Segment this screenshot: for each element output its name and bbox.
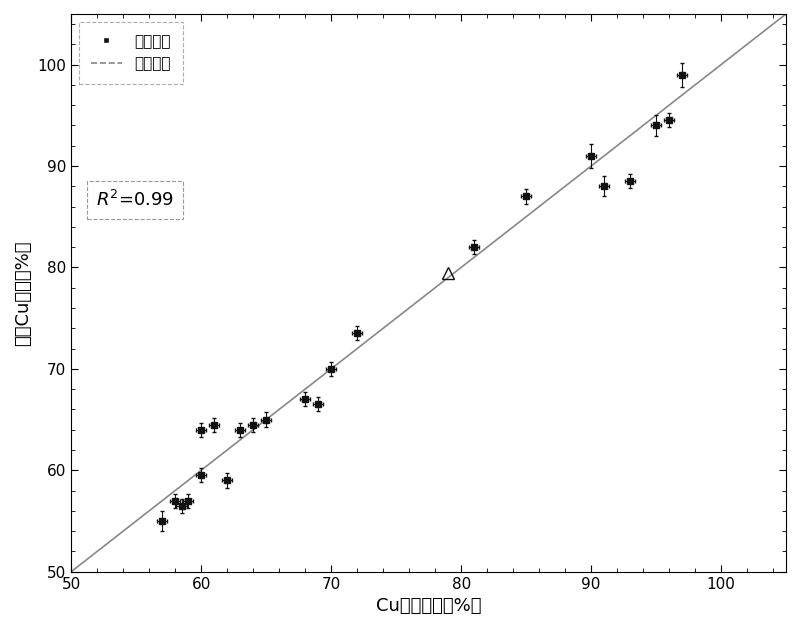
Y-axis label: 预测Cu浓度（%）: 预测Cu浓度（%） — [14, 240, 32, 345]
Text: $R^2$=0.99: $R^2$=0.99 — [96, 189, 174, 209]
X-axis label: Cu名义浓度（%）: Cu名义浓度（%） — [376, 597, 482, 615]
Legend: 定标样品, 预测样品: 定标样品, 预测样品 — [79, 21, 182, 84]
